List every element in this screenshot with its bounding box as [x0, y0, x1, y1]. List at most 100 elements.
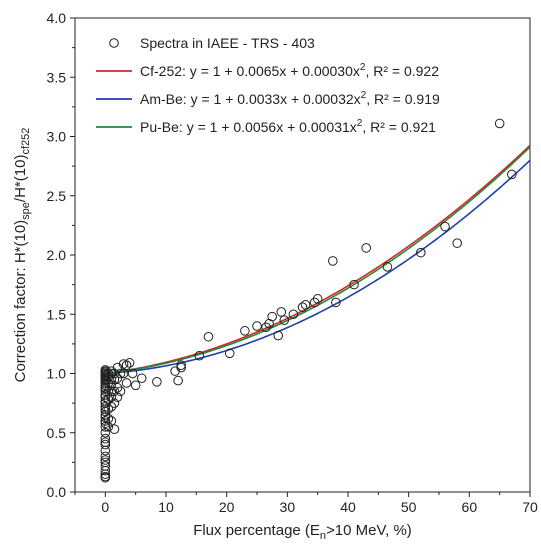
data-point — [309, 297, 320, 308]
x-tick-label: 60 — [462, 499, 478, 515]
data-point — [109, 424, 120, 434]
data-point — [224, 348, 235, 359]
data-point — [112, 373, 123, 384]
data-point — [273, 330, 284, 341]
data-point — [382, 262, 393, 272]
data-point — [203, 331, 214, 342]
y-axis-label-part1: Correction factor: H*(10) — [12, 220, 29, 383]
data-point — [194, 350, 205, 361]
data-point — [349, 279, 359, 290]
y-tick-label: 4.0 — [47, 10, 67, 26]
y-tick-label: 3.5 — [47, 69, 67, 85]
data-point — [106, 380, 117, 391]
data-point — [494, 118, 505, 129]
legend: Spectra in IAEE - TRS - 403 Cf-252: y = 1… — [96, 35, 440, 135]
data-point — [440, 221, 450, 232]
data-point — [121, 378, 132, 388]
y-tick-label: 1.0 — [47, 366, 67, 382]
y-tick-label: 2.0 — [47, 247, 67, 263]
data-point — [267, 311, 277, 322]
data-point — [118, 368, 129, 379]
y-tick-label: 3.0 — [47, 129, 67, 145]
y-axis-label: Correction factor: H*(10)spe/H*(10)cf252 — [12, 128, 32, 383]
y-tick-label: 1.5 — [47, 306, 67, 322]
legend-label-pu-be: Pu-Be: y = 1 + 0.0056x + 0.00031x2, R² =… — [140, 118, 436, 135]
data-point — [297, 302, 308, 312]
legend-marker-spectra — [109, 38, 119, 48]
data-point — [176, 362, 186, 373]
data-point — [103, 404, 114, 414]
data-point — [136, 373, 147, 384]
data-point — [416, 247, 426, 258]
data-point — [100, 439, 111, 450]
x-tick-label: 30 — [280, 499, 296, 515]
data-point — [252, 321, 262, 331]
data-point — [312, 294, 323, 304]
data-point — [112, 382, 123, 393]
data-point — [261, 322, 271, 333]
data-point — [328, 256, 338, 266]
legend-label-spectra: Spectra in IAEE - TRS - 403 — [140, 35, 315, 51]
data-point — [100, 451, 111, 462]
x-axis-label: Flux percentage (En>10 MeV, %) — [193, 522, 412, 542]
x-axis-label-end: >10 MeV, %) — [326, 522, 412, 539]
data-point — [100, 427, 111, 438]
x-tick-label: 0 — [101, 499, 109, 515]
y-axis-label-sub1: spe — [20, 202, 32, 220]
data-point — [103, 413, 114, 424]
data-point — [100, 433, 111, 444]
data-point — [452, 238, 463, 248]
y-axis-label-part2: /H*(10) — [12, 155, 29, 203]
data-point — [106, 416, 117, 426]
fit-curves — [105, 144, 531, 375]
legend-label-am-be: Am-Be: y = 1 + 0.0033x + 0.00032x2, R² =… — [140, 90, 440, 107]
data-point — [130, 380, 141, 391]
data-point — [124, 358, 135, 368]
data-point — [121, 360, 132, 371]
data-point — [106, 392, 117, 403]
x-tick-label: 10 — [158, 499, 174, 515]
data-point — [507, 169, 517, 180]
x-tick-label: 40 — [340, 499, 356, 515]
data-point — [288, 309, 299, 320]
x-axis-label-sub: n — [320, 530, 326, 542]
data-point — [100, 422, 111, 432]
x-axis-label-main: Flux percentage (E — [193, 522, 320, 539]
y-tick-label: 0.0 — [47, 484, 67, 500]
data-point — [100, 461, 111, 471]
fit-line-cf-252 — [105, 144, 531, 375]
fit-line-am-be — [105, 159, 531, 375]
data-point — [240, 326, 250, 336]
data-point — [115, 368, 126, 379]
data-point — [176, 360, 186, 371]
data-point — [109, 398, 120, 408]
data-point — [109, 368, 120, 379]
data-point — [331, 297, 341, 308]
data-point — [100, 457, 111, 468]
data-point — [152, 376, 162, 387]
data-point — [100, 437, 111, 448]
y-axis: 0.0 0.5 1.0 1.5 2.0 2.5 3.0 3.5 4.0 — [47, 10, 75, 500]
legend-label-cf-252: Cf-252: y = 1 + 0.0065x + 0.00030x2, R² … — [140, 62, 439, 79]
x-tick-label: 50 — [401, 499, 417, 515]
x-tick-label: 70 — [522, 499, 538, 515]
y-tick-label: 0.5 — [47, 425, 67, 441]
data-point — [112, 392, 123, 403]
data-point — [106, 368, 117, 379]
scatter-points — [100, 118, 517, 483]
data-point — [100, 416, 111, 426]
y-tick-label: 2.5 — [47, 188, 67, 204]
data-point — [127, 368, 138, 379]
data-point — [106, 401, 117, 412]
y-axis-label-sub2: cf252 — [20, 128, 32, 155]
data-point — [361, 243, 372, 253]
data-point — [109, 386, 120, 397]
x-axis: 0 10 20 30 40 50 60 70 — [74, 492, 538, 515]
data-point — [173, 375, 183, 386]
fit-line-pu-be — [105, 146, 531, 375]
data-point — [100, 472, 111, 483]
data-point — [276, 307, 287, 317]
data-point — [100, 455, 111, 465]
plot-area — [74, 17, 531, 493]
